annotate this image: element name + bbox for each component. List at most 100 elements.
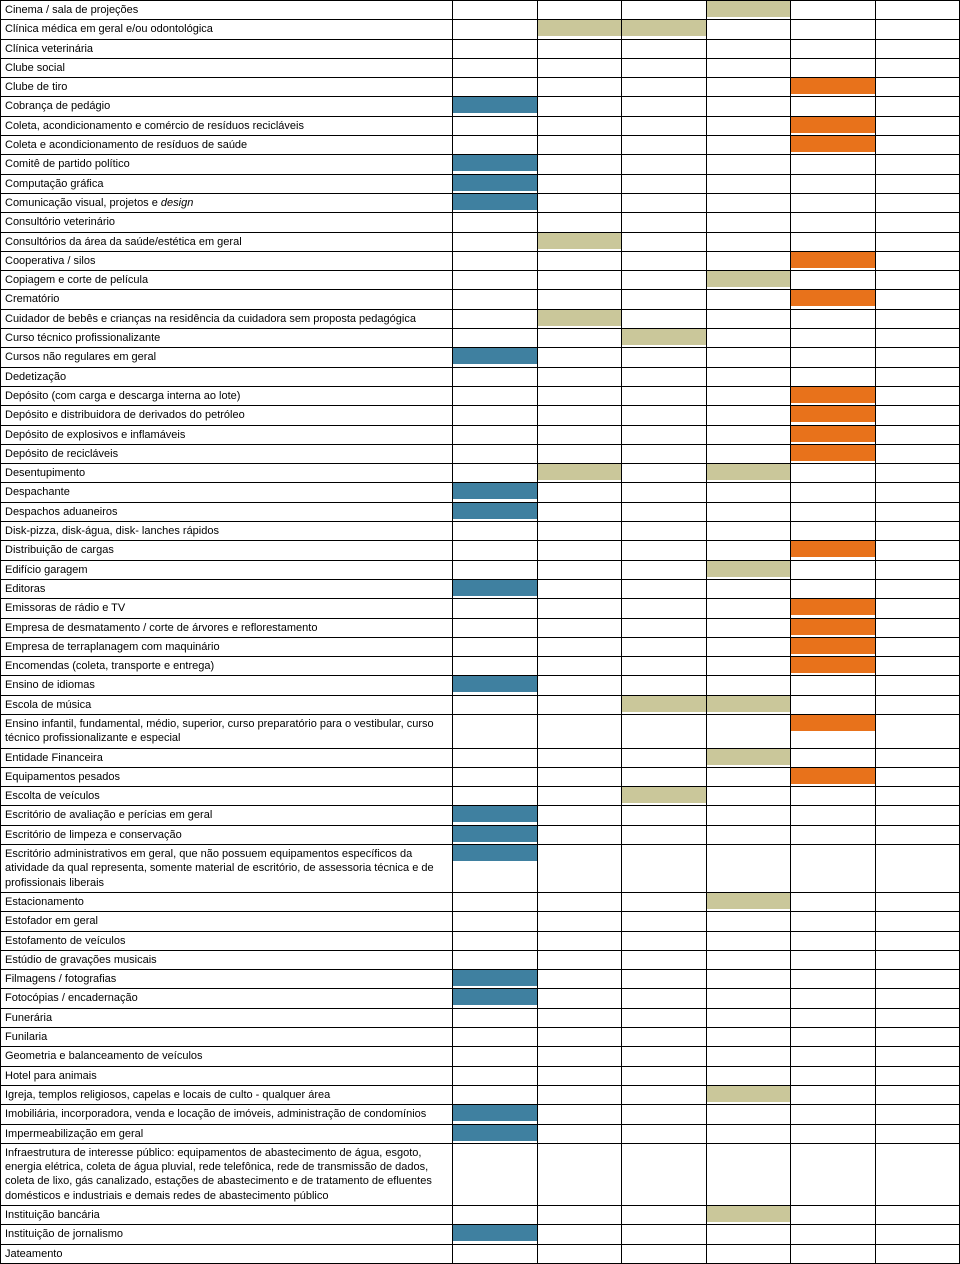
status-cell <box>706 748 790 767</box>
status-cell <box>875 989 960 1008</box>
status-cell <box>453 1206 537 1225</box>
row-label: Fotocópias / encadernação <box>1 989 453 1008</box>
status-cell <box>453 20 537 39</box>
status-cell <box>622 386 706 405</box>
status-cell <box>537 464 621 483</box>
status-cell <box>875 806 960 825</box>
table-row: Funilaria <box>1 1028 960 1047</box>
status-cell <box>453 464 537 483</box>
table-row: Hotel para animais <box>1 1066 960 1085</box>
status-cell <box>537 367 621 386</box>
status-cell <box>791 714 875 748</box>
status-cell <box>706 20 790 39</box>
status-cell <box>622 329 706 348</box>
status-cell <box>791 97 875 116</box>
status-cell <box>791 213 875 232</box>
status-cell <box>706 912 790 931</box>
table-row: Coleta e acondicionamento de resíduos de… <box>1 136 960 155</box>
status-cell <box>791 787 875 806</box>
status-cell <box>875 290 960 309</box>
row-label: Cursos não regulares em geral <box>1 348 453 367</box>
status-cell <box>453 251 537 270</box>
row-label: Curso técnico profissionalizante <box>1 329 453 348</box>
table-row: Clube de tiro <box>1 78 960 97</box>
status-cell <box>791 78 875 97</box>
status-cell <box>622 892 706 911</box>
status-cell <box>453 1124 537 1143</box>
row-label: Infraestrutura de interesse público: equ… <box>1 1143 453 1205</box>
table-row: Comunicação visual, projetos e design <box>1 193 960 212</box>
status-cell <box>622 1143 706 1205</box>
status-cell <box>875 20 960 39</box>
status-cell <box>875 271 960 290</box>
status-fill <box>538 464 621 480</box>
table-row: Clube social <box>1 58 960 77</box>
table-row: Consultórios da área da saúde/estética e… <box>1 232 960 251</box>
table-row: Clínica médica em geral e/ou odontológic… <box>1 20 960 39</box>
status-cell <box>622 348 706 367</box>
status-cell <box>875 950 960 969</box>
status-cell <box>537 348 621 367</box>
status-cell <box>622 1105 706 1124</box>
status-cell <box>706 232 790 251</box>
status-cell <box>791 657 875 676</box>
status-cell <box>706 560 790 579</box>
status-cell <box>453 136 537 155</box>
status-cell <box>875 367 960 386</box>
row-label: Estofador em geral <box>1 912 453 931</box>
status-cell <box>622 579 706 598</box>
row-label: Filmagens / fotografias <box>1 970 453 989</box>
status-cell <box>706 174 790 193</box>
status-cell <box>537 1143 621 1205</box>
status-fill <box>453 1125 536 1141</box>
table-row: Fotocópias / encadernação <box>1 989 960 1008</box>
status-cell <box>875 599 960 618</box>
status-fill <box>453 989 536 1005</box>
status-cell <box>875 618 960 637</box>
status-cell <box>537 425 621 444</box>
status-cell <box>875 502 960 521</box>
status-cell <box>537 213 621 232</box>
row-label: Disk-pizza, disk-água, disk- lanches ráp… <box>1 522 453 541</box>
status-cell <box>537 39 621 58</box>
activities-table: Cinema / sala de projeçõesClínica médica… <box>0 0 960 1264</box>
status-cell <box>537 657 621 676</box>
status-fill <box>622 696 705 712</box>
row-label: Ensino de idiomas <box>1 676 453 695</box>
status-cell <box>875 695 960 714</box>
table-row: Escritório de avaliação e perícias em ge… <box>1 806 960 825</box>
status-cell <box>706 676 790 695</box>
status-fill <box>791 599 874 615</box>
status-cell <box>875 1225 960 1244</box>
status-cell <box>622 502 706 521</box>
status-cell <box>706 806 790 825</box>
status-cell <box>622 271 706 290</box>
status-fill <box>707 1086 790 1102</box>
table-row: Jateamento <box>1 1244 960 1263</box>
status-cell <box>791 522 875 541</box>
status-cell <box>537 676 621 695</box>
table-row: Desentupimento <box>1 464 960 483</box>
status-cell <box>622 657 706 676</box>
status-cell <box>537 767 621 786</box>
status-cell <box>706 950 790 969</box>
status-fill <box>453 175 536 191</box>
table-row: Depósito de explosivos e inflamáveis <box>1 425 960 444</box>
status-fill <box>707 464 790 480</box>
status-cell <box>875 1085 960 1104</box>
status-cell <box>791 174 875 193</box>
status-cell <box>537 560 621 579</box>
table-row: Curso técnico profissionalizante <box>1 329 960 348</box>
status-cell <box>453 425 537 444</box>
status-cell <box>453 1085 537 1104</box>
table-row: Despachante <box>1 483 960 502</box>
status-cell <box>875 541 960 560</box>
status-cell <box>453 637 537 656</box>
status-fill <box>453 348 536 364</box>
table-row: Instituição de jornalismo <box>1 1225 960 1244</box>
status-cell <box>791 1206 875 1225</box>
status-cell <box>791 1008 875 1027</box>
status-fill <box>453 826 536 842</box>
status-cell <box>706 483 790 502</box>
status-cell <box>537 950 621 969</box>
